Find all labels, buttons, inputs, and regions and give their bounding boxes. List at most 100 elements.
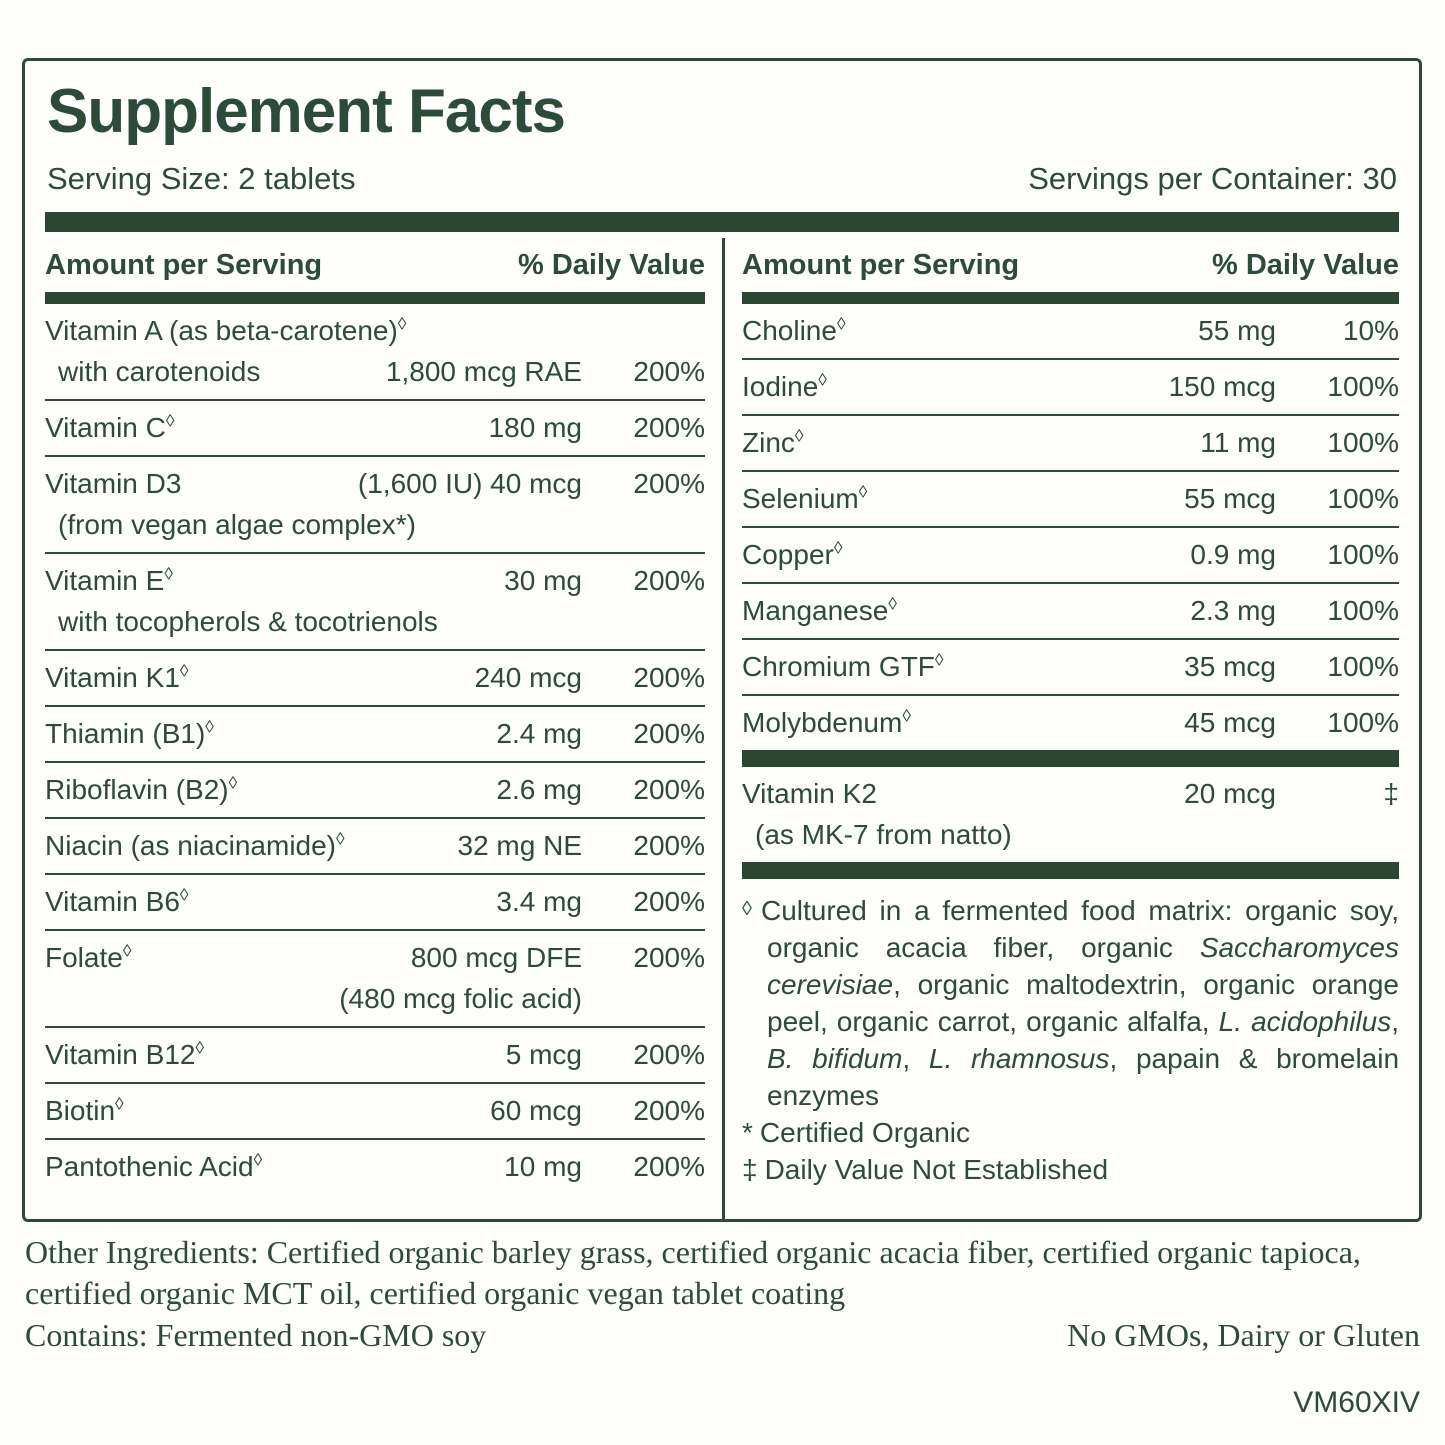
nutrient-amount: 1,800 mcg RAE (385, 356, 582, 388)
nutrient-name: Vitamin D3 (45, 468, 182, 500)
nutrient-dv: 100% (1327, 371, 1399, 403)
nutrient-amount: 2.4 mg (496, 718, 582, 750)
diamond-symbol: ◊ (902, 705, 911, 726)
footnote-text: , organic maltodextrin, organic orange p… (767, 969, 1399, 1038)
nutrient-row: Niacin (as niacinamide)◊ 32 mg NE 200% (45, 817, 705, 873)
nutrient-amount: 11 mg (1200, 427, 1276, 459)
footnote-text: , (1391, 1006, 1399, 1038)
nutrient-row-line: Choline◊ 55 mg 10% (742, 314, 1399, 348)
nutrient-row-subline: with tocopherols & tocotrienols (45, 605, 705, 639)
nutrient-row-line: Niacin (as niacinamide)◊ 32 mg NE 200% (45, 829, 705, 863)
nutrient-amount: 5 mcg (505, 1039, 582, 1071)
nutrient-row-subline: (480 mcg folic acid) (45, 982, 705, 1016)
nutrient-amount: 32 mg NE (457, 830, 583, 862)
footnote-text: Cultured in a fermented food matrix: org… (760, 895, 1399, 964)
nutrient-name: Zinc◊ (742, 425, 804, 459)
nutrient-name: with tocopherols & tocotrienols (58, 606, 438, 638)
nutrient-row-line: Riboflavin (B2)◊ 2.6 mg 200% (45, 773, 705, 807)
nutrient-dv: 100% (1327, 483, 1399, 515)
diamond-symbol: ◊ (833, 537, 843, 558)
diamond-symbol: ◊ (122, 940, 132, 961)
nutrient-dv: 10% (1342, 315, 1399, 347)
nutrient-amount: 150 mcg (1168, 371, 1276, 403)
serving-info-row: Serving Size: 2 tablets Servings per Con… (47, 162, 1397, 196)
nutrient-dv: 200% (633, 1095, 705, 1127)
nutrient-row: Vitamin K1◊ 240 mcg 200% (45, 649, 705, 705)
diamond-symbol: ◊ (836, 313, 846, 334)
organism-name-italic: L. rhamnosus (928, 1043, 1110, 1075)
nutrient-dv: 200% (633, 1039, 705, 1071)
nutrient-name: Niacin (as niacinamide)◊ (45, 828, 345, 862)
nutrient-name: (from vegan algae complex*) (58, 509, 416, 541)
nutrient-amount: 2.6 mg (496, 774, 582, 806)
nutrient-name: Vitamin B12◊ (45, 1037, 205, 1071)
nutrient-row: Zinc◊ 11 mg 100% (742, 414, 1399, 470)
nutrient-dv: 200% (633, 886, 705, 918)
nutrient-amount: (1,600 IU) 40 mcg (357, 468, 582, 500)
vitamin-k2-rows: Vitamin K2 20 mcg ‡ (as MK-7 from natto) (742, 767, 1399, 862)
diamond-symbol: ◊ (195, 1037, 205, 1058)
nutrient-name: Vitamin E◊ (45, 563, 173, 597)
nutrient-row-line: Vitamin B6◊ 3.4 mg 200% (45, 885, 705, 919)
top-divider-bar (45, 212, 1399, 233)
column-header-amount: Amount per Serving (45, 249, 323, 282)
footnote-certified-organic: * Certified Organic (742, 1114, 1399, 1151)
right-column: Amount per Serving % Daily Value Choline… (722, 238, 1399, 1219)
footnote-matrix-text: Cultured in a fermented food matrix: org… (761, 895, 1399, 1111)
nutrient-row: Pantothenic Acid◊ 10 mg 200% (45, 1138, 705, 1194)
nutrient-row: Biotin◊ 60 mcg 200% (45, 1082, 705, 1138)
diamond-symbol: ◊ (934, 649, 944, 670)
nutrient-row-line: Biotin◊ 60 mcg 200% (45, 1094, 705, 1128)
diamond-symbol: ◊ (165, 410, 175, 431)
footnotes: ◊ Cultured in a fermented food matrix: or… (742, 879, 1399, 1188)
nutrient-row-line: Molybdenum◊ 45 mcg 100% (742, 706, 1399, 740)
column-header-dv: % Daily Value (1212, 249, 1399, 282)
nutrient-row: Folate◊ 800 mcg DFE 200% (480 mcg folic aci… (45, 929, 705, 1026)
nutrient-amount: 0.9 mg (1190, 539, 1276, 571)
nutrient-row: Copper◊ 0.9 mg 100% (742, 526, 1399, 582)
diamond-symbol: ◊ (858, 481, 868, 502)
footnote-text: , papain & bromelain enzymes (767, 1043, 1400, 1112)
nutrient-row: Vitamin K2 20 mcg ‡ (as MK-7 from natto) (742, 767, 1399, 862)
nutrient-name: Copper◊ (742, 537, 843, 571)
organism-name-italic: Saccharomyces cerevisiae (767, 932, 1399, 1001)
nutrient-row-line: Zinc◊ 11 mg 100% (742, 426, 1399, 460)
nutrient-dv: 200% (633, 356, 705, 388)
nutrient-amount: 60 mcg (490, 1095, 582, 1127)
nutrient-row-line: Pantothenic Acid◊ 10 mg 200% (45, 1150, 705, 1184)
nutrient-row-line: Thiamin (B1)◊ 2.4 mg 200% (45, 717, 705, 751)
nutrient-row-line: Vitamin A (as beta-carotene)◊ (45, 314, 705, 348)
footnote-dv-not-established: ‡ Daily Value Not Established (742, 1151, 1399, 1188)
diamond-symbol: ◊ (179, 660, 189, 681)
nutrient-amount: 180 mg (488, 412, 582, 444)
nutrient-amount: 55 mcg (1184, 483, 1276, 515)
nutrient-dv: 200% (633, 662, 705, 694)
footnote-organic-text: Certified Organic (759, 1117, 970, 1149)
nutrient-name: (as MK-7 from natto) (755, 819, 1012, 851)
diamond-symbol: ◊ (818, 369, 827, 390)
nutrient-row-subline: (from vegan algae complex*) (45, 508, 705, 542)
nutrient-name: Molybdenum◊ (742, 705, 911, 739)
nutrient-dv: 200% (633, 942, 705, 974)
nutrient-name: Folate◊ (45, 940, 132, 974)
nutrient-dv: 200% (633, 830, 705, 862)
nutrient-name: Vitamin K2 (742, 778, 877, 810)
diamond-symbol: ◊ (336, 828, 345, 849)
nutrient-amount: 3.4 mg (496, 886, 582, 918)
nutrient-row: Chromium GTF◊ 35 mcg 100% (742, 638, 1399, 694)
nutrient-dv: 200% (633, 565, 705, 597)
nutrient-row: Choline◊ 55 mg 10% (742, 304, 1399, 358)
footnote-fermented-matrix: ◊ Cultured in a fermented food matrix: or… (742, 891, 1399, 1114)
nutrient-name: Riboflavin (B2)◊ (45, 772, 238, 806)
nutrient-row: Vitamin B6◊ 3.4 mg 200% (45, 873, 705, 929)
nutrient-row-line: Chromium GTF◊ 35 mcg 100% (742, 650, 1399, 684)
servings-per-container: Servings per Container: 30 (1028, 161, 1397, 197)
panel-title: Supplement Facts (47, 77, 566, 146)
nutrient-dv: 100% (1327, 539, 1399, 571)
nutrient-amount: 20 mcg (1184, 778, 1276, 810)
right-column-header: Amount per Serving % Daily Value (742, 238, 1399, 292)
diamond-symbol: ◊ (794, 425, 804, 446)
nutrient-row-line: Folate◊ 800 mcg DFE 200% (45, 941, 705, 975)
nutrient-row-line: Vitamin K1◊ 240 mcg 200% (45, 661, 705, 695)
